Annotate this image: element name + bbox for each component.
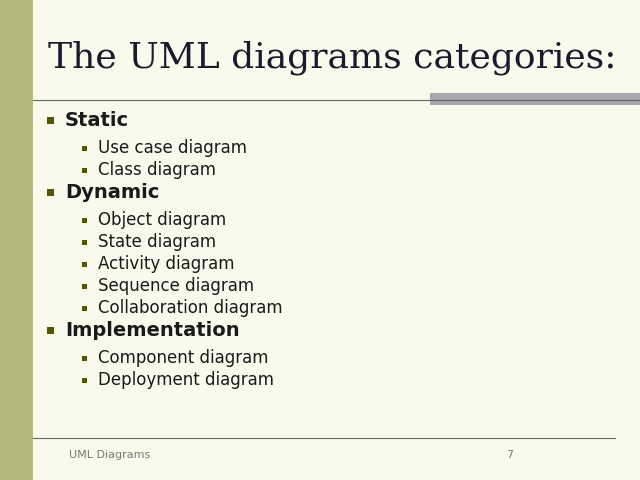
Bar: [81, 217, 86, 223]
Bar: [430, 93, 640, 105]
Text: Use case diagram: Use case diagram: [98, 139, 247, 157]
Text: State diagram: State diagram: [98, 233, 216, 251]
Text: The UML diagrams categories:: The UML diagrams categories:: [48, 41, 616, 75]
Text: Deployment diagram: Deployment diagram: [98, 371, 274, 389]
Bar: [81, 262, 86, 266]
Bar: [47, 326, 54, 334]
Bar: [81, 168, 86, 172]
Text: Object diagram: Object diagram: [98, 211, 227, 229]
Text: Implementation: Implementation: [65, 321, 239, 339]
Text: Class diagram: Class diagram: [98, 161, 216, 179]
Bar: [81, 284, 86, 288]
Bar: [81, 240, 86, 244]
Text: Sequence diagram: Sequence diagram: [98, 277, 254, 295]
Text: 7: 7: [506, 450, 513, 460]
Bar: [0, 0, 33, 480]
Bar: [47, 189, 54, 195]
Text: Dynamic: Dynamic: [65, 182, 159, 202]
Text: Activity diagram: Activity diagram: [98, 255, 234, 273]
Bar: [81, 305, 86, 311]
Text: Static: Static: [65, 110, 129, 130]
Text: Component diagram: Component diagram: [98, 349, 269, 367]
Bar: [81, 145, 86, 151]
Bar: [81, 377, 86, 383]
Text: UML Diagrams: UML Diagrams: [69, 450, 150, 460]
Bar: [47, 117, 54, 123]
Bar: [81, 356, 86, 360]
Text: Collaboration diagram: Collaboration diagram: [98, 299, 283, 317]
